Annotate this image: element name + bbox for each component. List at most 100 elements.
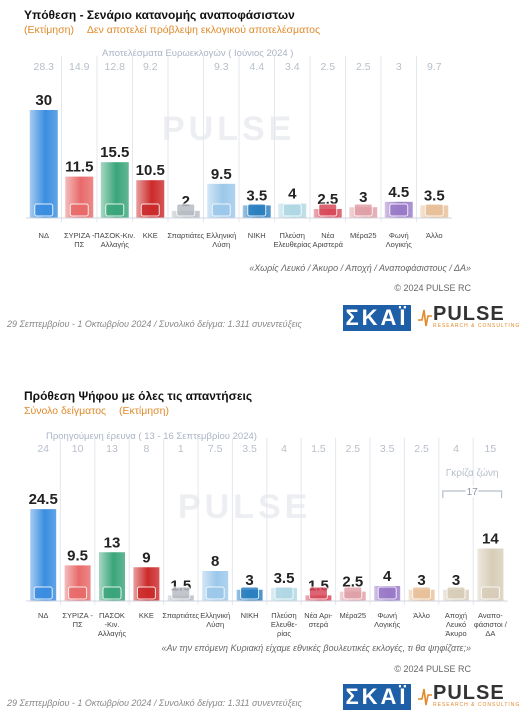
fieldwork-info: 29 Σεπτεμβρίου - 1 Οκτωβρίου 2024 / Συνο… — [7, 698, 302, 708]
previous-value-label: 3 — [396, 61, 402, 73]
bar-value-label: 14 — [482, 531, 499, 548]
party-logo-icon — [343, 586, 363, 600]
scenario-panel: Υπόθεση - Σενάριο κατανομής αναποφάσιστω… — [0, 0, 525, 340]
previous-value-label: 12.8 — [105, 61, 126, 73]
party-logo-icon — [480, 586, 500, 600]
category-label: Ελληνική Λύση — [200, 611, 230, 629]
bar-value-label: 3.5 — [246, 187, 267, 204]
panel-subtitle: (Εκτίμηση) Δεν αποτελεί πρόβλεψη εκλογικ… — [24, 24, 320, 36]
party-logo-icon — [33, 586, 53, 600]
bar-value-label: 3 — [452, 572, 460, 589]
bar-value-label: 15.5 — [100, 144, 129, 161]
category-label: Αναπο-φάσιστοι / ΔΑ — [474, 611, 508, 638]
party-logo-icon — [308, 586, 328, 600]
bar-value-label: 4 — [383, 568, 392, 585]
category-label: ΚΚΕ — [139, 611, 154, 620]
category-label: Σπαρτιάτες — [167, 231, 204, 240]
category-label: Ελληνική Λύση — [206, 231, 236, 249]
previous-results-caption: Αποτελέσματα Ευρωεκλογών ( Ιούνιος 2024 … — [102, 48, 294, 59]
bar-value-label: 2.5 — [342, 574, 363, 591]
previous-value-label: 4 — [453, 443, 459, 455]
grey-zone-label: Γκρίζα ζώνη — [446, 467, 499, 479]
category-label: Φωνή Λογικής — [374, 611, 401, 629]
party-logo-icon — [282, 203, 302, 217]
previous-value-label: 2.5 — [345, 443, 360, 455]
category-label: ΠΑΣΟΚ-Κιν.Αλλαγής — [94, 231, 135, 249]
party-logo-icon — [171, 586, 191, 600]
grey-zone-value: 17 — [467, 487, 479, 498]
pulse-watermark: PULSE — [178, 488, 312, 526]
footnote: «Αν την επόμενη Κυριακή είχαμε εθνικές β… — [161, 643, 471, 653]
party-logo-icon — [353, 203, 373, 217]
previous-survey-caption: Προηγούμενη έρευνα ( 13 - 16 Σεπτεμβρίου… — [46, 431, 257, 442]
subtitle-note: (Εκτίμηση) — [119, 405, 169, 417]
category-label: Μέρα25 — [340, 611, 367, 620]
party-logo-icon — [274, 586, 294, 600]
party-logo-icon — [34, 203, 54, 217]
previous-value-label: 3.5 — [380, 443, 395, 455]
pulse-logo-subtext: RESEARCH & CONSULTING — [433, 702, 521, 708]
party-logo-icon — [205, 586, 225, 600]
previous-value-label: 4.4 — [249, 61, 264, 73]
pulse-logo-text: PULSE — [433, 303, 505, 325]
bar-value-label: 9 — [142, 549, 150, 566]
bar-value-label: 13 — [104, 534, 121, 551]
subtitle-main: (Εκτίμηση) — [24, 24, 74, 36]
grey-zone-bracket — [442, 490, 503, 498]
bar-value-label: 3 — [417, 572, 425, 589]
category-label: Νέα Αρι-στερά — [304, 611, 333, 629]
vote-intention-panel: Πρόθεση Ψήφου με όλες τις απαντήσεις Σύν… — [0, 378, 525, 721]
panel-subtitle: Σύνολο δείγματος (Εκτίμηση) — [24, 405, 169, 417]
party-logo-icon — [318, 203, 338, 217]
previous-value-label: 9.2 — [143, 61, 158, 73]
panel-title: Υπόθεση - Σενάριο κατανομής αναποφάσιστω… — [24, 8, 295, 22]
previous-value-label: 3.5 — [242, 443, 257, 455]
party-logo-icon — [446, 586, 466, 600]
previous-value-label: 1.5 — [311, 443, 326, 455]
party-logo-icon — [140, 203, 160, 217]
category-label: ΝΔ — [38, 611, 48, 620]
bar-value-label: 10.5 — [136, 162, 165, 179]
category-label: Μέρα25 — [350, 231, 377, 240]
previous-value-label: 13 — [106, 443, 118, 455]
bar-value-label: 4.5 — [388, 184, 409, 201]
pulse-logo-icon — [418, 309, 432, 327]
previous-value-label: 4 — [281, 443, 287, 455]
category-label: Πλεύση Ελευθερίας — [273, 231, 311, 249]
skai-logo: ΣΚΑΪ — [343, 684, 411, 710]
previous-value-label: 14.9 — [69, 61, 90, 73]
pulse-logo-icon — [418, 688, 432, 706]
category-label: ΚΚΕ — [143, 231, 158, 240]
pulse-logo-subtext: RESEARCH & CONSULTING — [433, 323, 521, 329]
bar-νδ — [30, 509, 57, 601]
category-label: ΝΔ — [39, 231, 49, 240]
previous-value-label: 2.5 — [414, 443, 429, 455]
pulse-logo-text: PULSE — [433, 682, 505, 704]
category-label: ΣΥΡΙΖΑ -ΠΣ — [64, 231, 95, 249]
bar-value-label: 24.5 — [29, 491, 58, 508]
category-label: Πλεύση Ελευθε-ρίας — [271, 611, 298, 638]
pulse-logo: PULSE RESEARCH & CONSULTING — [433, 303, 520, 329]
category-label: Σπαρτιάτες — [162, 611, 199, 620]
party-logo-icon — [102, 586, 122, 600]
previous-value-label: 2.5 — [356, 61, 371, 73]
party-logo-icon — [240, 586, 260, 600]
party-logo-icon — [247, 203, 267, 217]
bar-value-label: 3 — [245, 572, 253, 589]
copyright: © 2024 PULSE RC — [394, 664, 471, 674]
bar-value-label: 3.5 — [274, 570, 295, 587]
skai-logo: ΣΚΑΪ — [343, 305, 411, 331]
bar-value-label: 2 — [182, 193, 190, 210]
bar-value-label: 9.5 — [211, 166, 232, 183]
copyright: © 2024 PULSE RC — [394, 283, 471, 293]
previous-value-label: 10 — [72, 443, 84, 455]
party-logo-icon — [377, 586, 397, 600]
previous-value-label: 1 — [178, 443, 184, 455]
party-logo-icon — [412, 586, 432, 600]
previous-value-label: 9.7 — [427, 61, 442, 73]
previous-value-label: 9.3 — [214, 61, 229, 73]
party-logo-icon — [105, 203, 125, 217]
pulse-logo: PULSE RESEARCH & CONSULTING — [433, 682, 520, 708]
fieldwork-info: 29 Σεπτεμβρίου - 1 Οκτωβρίου 2024 / Συνο… — [7, 319, 302, 329]
